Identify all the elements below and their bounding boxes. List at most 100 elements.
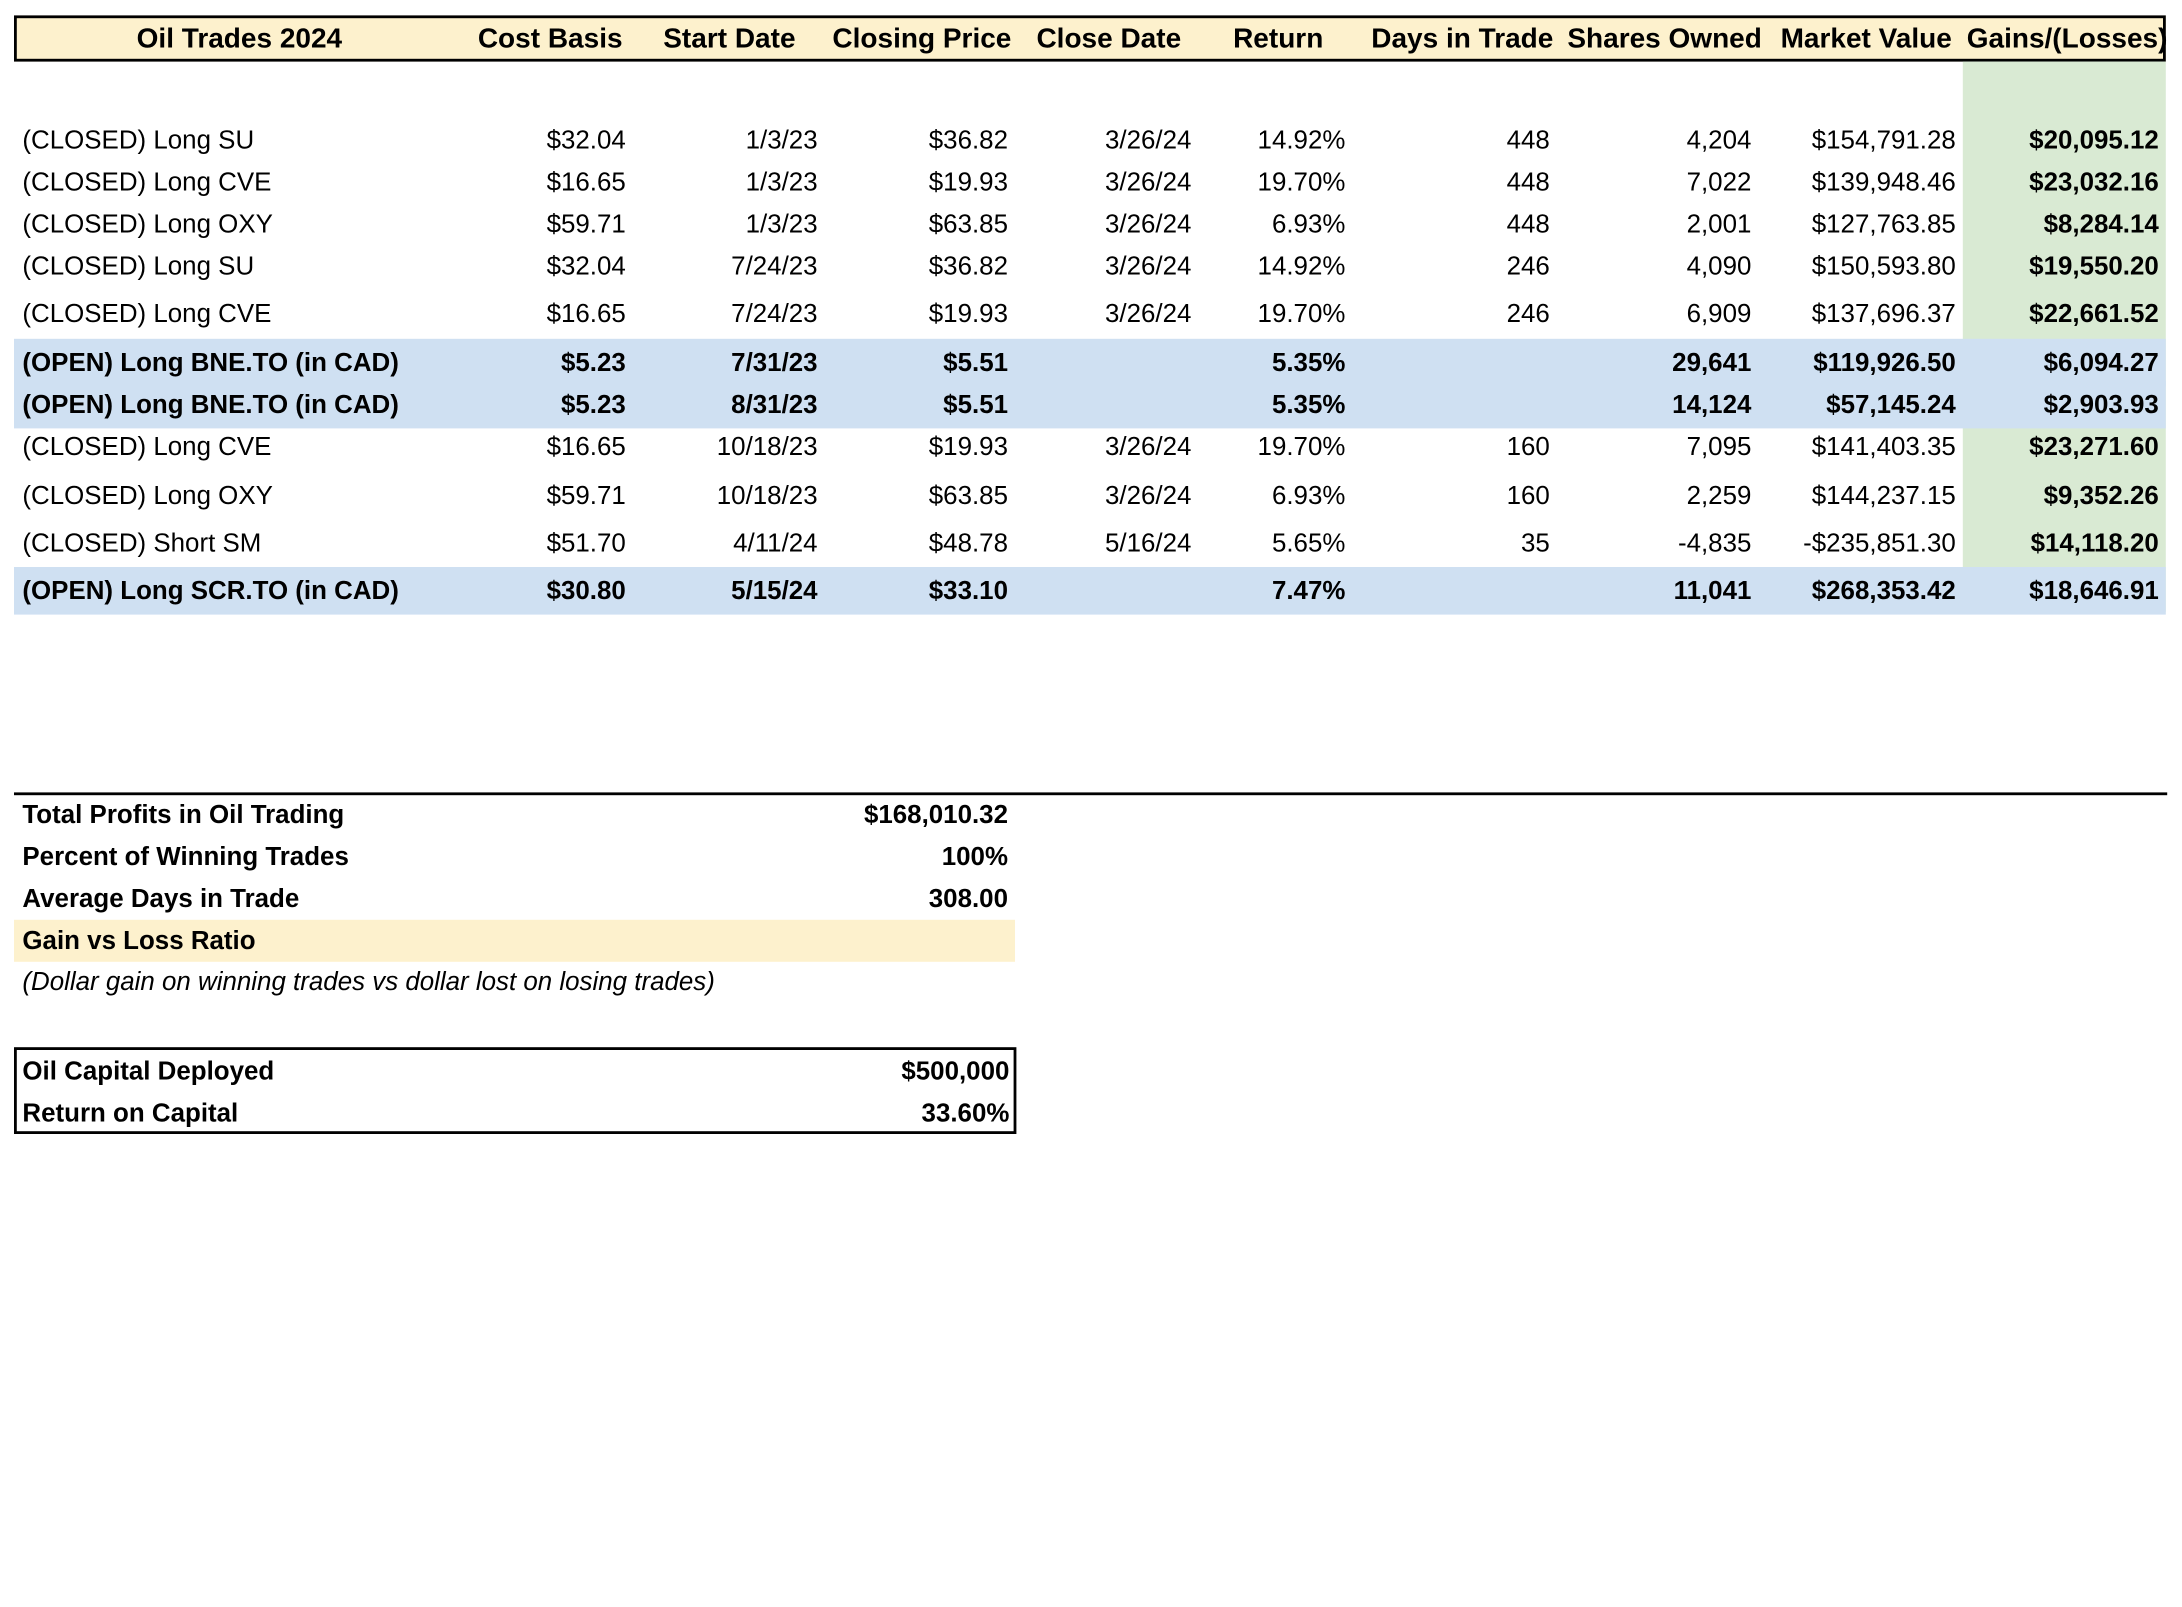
header-return[interactable]: Return (1233, 23, 1324, 55)
cell-name[interactable]: (CLOSED) Long CVE (22, 298, 272, 328)
win-pct-value[interactable]: 100% (941, 841, 1008, 871)
cell-close-price[interactable]: $5.51 (943, 347, 1008, 377)
cell-close-price[interactable]: $36.82 (928, 124, 1008, 154)
cell-market-value[interactable]: $141,403.35 (1811, 431, 1956, 461)
cell-shares[interactable]: 11,041 (1673, 575, 1752, 605)
cell-start[interactable]: 10/18/23 (716, 480, 818, 510)
cell-shares[interactable]: 6,909 (1686, 298, 1752, 328)
cell-name[interactable]: (CLOSED) Short SM (22, 527, 262, 558)
cell-shares[interactable]: 7,022 (1686, 166, 1752, 196)
cell-name[interactable]: (OPEN) Long BNE.TO (in CAD) (22, 389, 399, 419)
cell-market-value[interactable]: $127,763.85 (1811, 208, 1956, 238)
cell-close-price[interactable]: $63.85 (928, 208, 1008, 238)
cell-cost[interactable]: $32.04 (546, 250, 626, 280)
cell-days[interactable] (1368, 381, 1550, 429)
cell-market-value[interactable]: $150,593.80 (1811, 250, 1956, 280)
cell-name[interactable]: (CLOSED) Long OXY (22, 480, 273, 510)
cell-days[interactable]: 448 (1506, 208, 1550, 238)
cell-close-price[interactable]: $19.93 (928, 166, 1008, 196)
cell-return[interactable]: 6.93% (1271, 208, 1346, 238)
cell-market-value[interactable]: -$235,851.30 (1803, 527, 1956, 558)
cell-gains[interactable]: $9,352.26 (2043, 480, 2159, 510)
cell-cost[interactable]: $59.71 (546, 208, 626, 238)
cell-close-price[interactable]: $48.78 (928, 527, 1008, 558)
cell-close-date[interactable]: 3/26/24 (1104, 480, 1192, 510)
cell-return[interactable]: 5.65% (1271, 527, 1346, 558)
cell-cost[interactable]: $59.71 (546, 480, 626, 510)
cell-name[interactable]: (OPEN) Long BNE.TO (in CAD) (22, 347, 399, 377)
cell-name[interactable]: (CLOSED) Long SU (22, 250, 255, 280)
cell-shares[interactable]: 2,259 (1686, 480, 1752, 510)
gain-loss-label[interactable]: Gain vs Loss Ratio (22, 925, 256, 955)
cell-days[interactable]: 246 (1506, 250, 1550, 280)
cell-return[interactable]: 7.47% (1271, 575, 1346, 605)
header-cost-basis[interactable]: Cost Basis (477, 23, 623, 55)
capital-deployed-value[interactable]: $500,000 (901, 1055, 1010, 1085)
cell-start[interactable]: 1/3/23 (745, 166, 818, 196)
cell-shares[interactable]: 29,641 (1672, 347, 1752, 377)
cell-return[interactable]: 14.92% (1257, 124, 1346, 154)
cell-name[interactable]: (CLOSED) Long SU (22, 124, 255, 154)
cell-cost[interactable]: $16.65 (546, 431, 626, 461)
cell-days[interactable]: 448 (1506, 166, 1550, 196)
cell-cost[interactable]: $16.65 (546, 166, 626, 196)
cell-days[interactable] (1368, 339, 1550, 387)
total-profits-value[interactable]: $168,010.32 (863, 799, 1008, 829)
cell-market-value[interactable]: $154,791.28 (1811, 124, 1956, 154)
cell-cost[interactable]: $32.04 (546, 124, 626, 154)
cell-close-date[interactable] (1023, 339, 1191, 387)
header-closing-price[interactable]: Closing Price (832, 23, 1012, 55)
cell-return[interactable]: 19.70% (1257, 431, 1346, 461)
cell-market-value[interactable]: $137,696.37 (1811, 298, 1956, 328)
cell-gains[interactable]: $14,118.20 (2030, 527, 2159, 558)
cell-cost[interactable]: $5.23 (560, 347, 626, 377)
header-close-date[interactable]: Close Date (1036, 23, 1182, 55)
capital-deployed-label[interactable]: Oil Capital Deployed (22, 1055, 275, 1085)
cell-market-value[interactable]: $268,353.42 (1811, 575, 1956, 605)
cell-return[interactable]: 5.35% (1271, 347, 1346, 377)
cell-close-date[interactable] (1023, 381, 1191, 429)
cell-shares[interactable]: 14,124 (1672, 389, 1752, 419)
cell-return[interactable]: 5.35% (1271, 389, 1346, 419)
cell-days[interactable]: 35 (1520, 527, 1550, 558)
cell-start[interactable]: 7/24/23 (731, 298, 818, 328)
cell-name[interactable]: (OPEN) Long SCR.TO (in CAD) (22, 575, 399, 605)
header-days-in-trade[interactable]: Days in Trade (1371, 23, 1554, 55)
cell-market-value[interactable]: $119,926.50 (1813, 347, 1956, 377)
cell-close-price[interactable]: $36.82 (928, 250, 1008, 280)
cell-close-price[interactable]: $19.93 (928, 298, 1008, 328)
cell-close-date[interactable]: 3/26/24 (1104, 250, 1192, 280)
cell-gains[interactable]: $8,284.14 (2043, 208, 2159, 238)
cell-close-date[interactable]: 3/26/24 (1104, 298, 1192, 328)
cell-close-date[interactable]: 3/26/24 (1104, 208, 1192, 238)
cell-shares[interactable]: 7,095 (1686, 431, 1752, 461)
cell-gains[interactable]: $6,094.27 (2043, 347, 2159, 377)
cell-days[interactable]: 448 (1506, 124, 1550, 154)
header-gains-losses[interactable]: Gains/(Losses) (1966, 23, 2168, 55)
cell-gains[interactable]: $20,095.12 (2029, 124, 2159, 154)
cell-days[interactable]: 160 (1506, 431, 1550, 461)
cell-gains[interactable]: $18,646.91 (2029, 575, 2159, 605)
cell-close-date[interactable] (1023, 567, 1191, 615)
cell-shares[interactable]: 2,001 (1686, 208, 1752, 238)
cell-name[interactable]: (CLOSED) Long OXY (22, 208, 273, 238)
cell-market-value[interactable]: $139,948.46 (1811, 166, 1956, 196)
cell-start[interactable]: 5/15/24 (731, 575, 818, 605)
cell-return[interactable]: 19.70% (1257, 298, 1346, 328)
header-title[interactable]: Oil Trades 2024 (136, 23, 343, 55)
cell-start[interactable]: 8/31/23 (731, 389, 818, 419)
cell-close-date[interactable]: 3/26/24 (1104, 166, 1192, 196)
cell-gains[interactable]: $22,661.52 (2029, 298, 2159, 328)
cell-start[interactable]: 4/11/24 (733, 527, 818, 558)
cell-gains[interactable]: $23,271.60 (2029, 431, 2159, 461)
cell-days[interactable]: 160 (1506, 480, 1550, 510)
win-pct-label[interactable]: Percent of Winning Trades (22, 841, 349, 871)
return-on-capital-label[interactable]: Return on Capital (22, 1097, 239, 1127)
cell-close-date[interactable]: 3/26/24 (1104, 431, 1192, 461)
cell-start[interactable]: 7/24/23 (731, 250, 818, 280)
cell-close-price[interactable]: $63.85 (928, 480, 1008, 510)
cell-start[interactable]: 1/3/23 (745, 124, 818, 154)
cell-shares[interactable]: -4,835 (1677, 527, 1752, 558)
cell-gains[interactable]: $23,032.16 (2029, 166, 2159, 196)
cell-start[interactable]: 10/18/23 (716, 431, 818, 461)
